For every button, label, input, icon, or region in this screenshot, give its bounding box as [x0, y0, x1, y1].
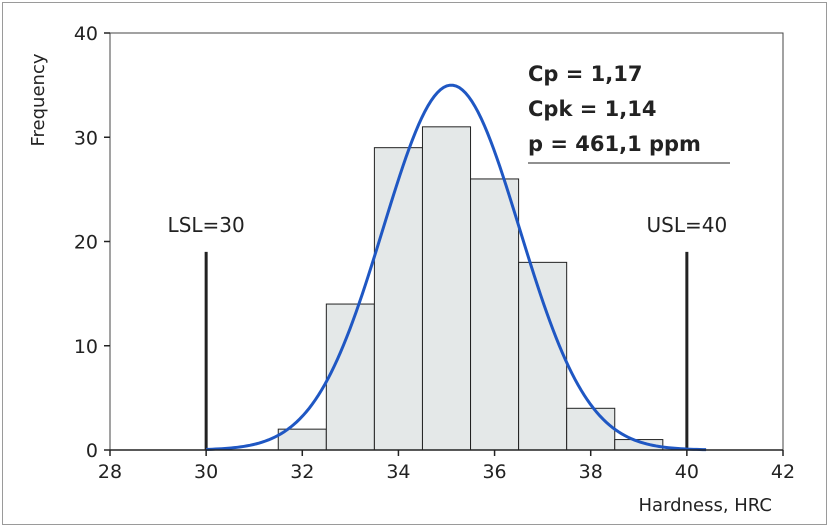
histogram-bar [373, 147, 423, 451]
histogram-bars [277, 126, 664, 451]
histogram-bar [566, 407, 616, 451]
x-axis-label: Hardness, HRC [639, 495, 772, 516]
histogram-bar [421, 126, 472, 451]
stat-line: Cpk = 1,14 [528, 97, 656, 121]
y-tick-label: 20 [74, 232, 98, 254]
x-tick-label: 40 [675, 461, 699, 483]
normal-fit-curve [206, 83, 707, 452]
y-tick-label: 0 [86, 440, 98, 462]
histogram-bar [470, 178, 520, 451]
y-axis-label: Frequency [28, 53, 49, 146]
x-tick-label: 34 [386, 461, 410, 483]
x-tick-label: 28 [98, 461, 122, 483]
x-tick-label: 32 [290, 461, 314, 483]
x-tick-label: 42 [771, 461, 795, 483]
stat-line: Cp = 1,17 [528, 62, 642, 86]
y-tick-label: 30 [74, 127, 98, 149]
y-tick-label: 40 [74, 23, 98, 45]
x-tick-label: 38 [579, 461, 603, 483]
x-tick-label: 30 [194, 461, 218, 483]
spec-limit-label: USL=40 [647, 213, 728, 237]
histogram-bar [518, 261, 568, 451]
y-tick-label: 10 [74, 336, 98, 358]
stat-line: p = 461,1 ppm [528, 132, 701, 156]
y-axis-ticks: 0 10 20 30 40 [74, 23, 110, 462]
spec-limits: LSL=30 USL=40 [168, 213, 728, 450]
spec-limit-label: LSL=30 [168, 213, 245, 237]
x-tick-label: 36 [482, 461, 506, 483]
capability-stats: Cp = 1,17 Cpk = 1,14 p = 461,1 ppm [528, 62, 701, 156]
x-axis-ticks: 28 30 32 34 36 38 40 42 [98, 450, 795, 483]
